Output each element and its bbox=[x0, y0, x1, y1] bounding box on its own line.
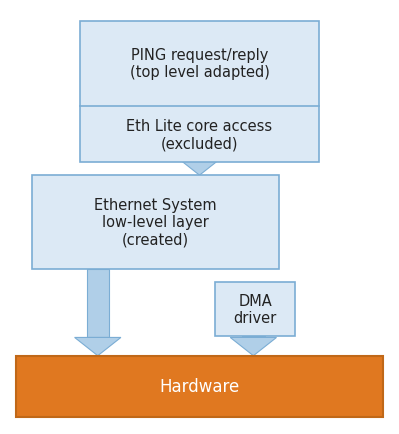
Polygon shape bbox=[188, 158, 211, 163]
Polygon shape bbox=[176, 158, 223, 176]
Text: PING request/reply
(top level adapted): PING request/reply (top level adapted) bbox=[130, 48, 269, 80]
FancyBboxPatch shape bbox=[80, 22, 319, 163]
Text: DMA
driver: DMA driver bbox=[234, 293, 277, 326]
Polygon shape bbox=[75, 338, 121, 356]
FancyBboxPatch shape bbox=[32, 176, 279, 269]
Polygon shape bbox=[230, 338, 277, 356]
FancyBboxPatch shape bbox=[215, 282, 295, 336]
Polygon shape bbox=[242, 336, 265, 338]
Text: Hardware: Hardware bbox=[159, 377, 240, 395]
FancyBboxPatch shape bbox=[16, 356, 383, 417]
Text: Eth Lite core access
(excluded): Eth Lite core access (excluded) bbox=[126, 118, 273, 151]
Polygon shape bbox=[87, 269, 109, 338]
Text: Ethernet System
low-level layer
(created): Ethernet System low-level layer (created… bbox=[94, 197, 217, 247]
